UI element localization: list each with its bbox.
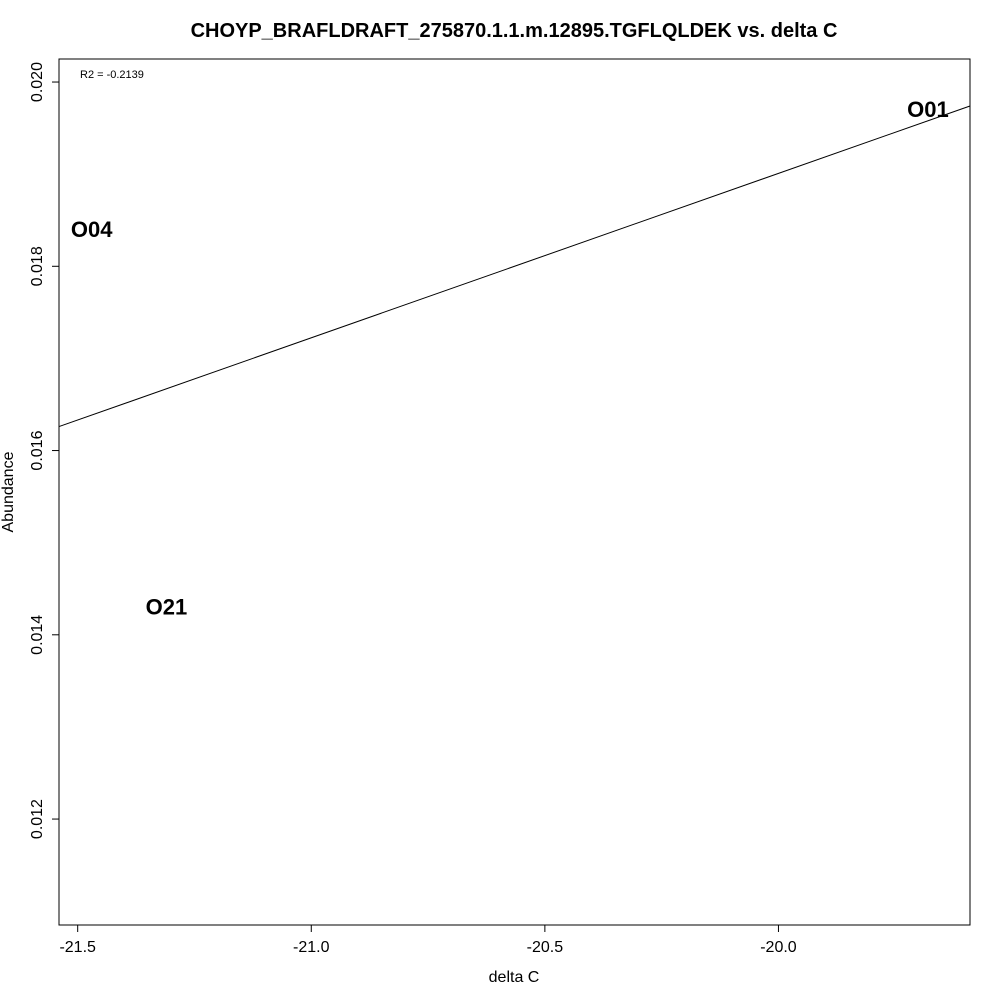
data-point-label: O04 (71, 217, 113, 242)
regression-line-layer (58, 105, 971, 428)
x-axis: -21.5 -21.0 -20.5 -20.0 (59, 924, 797, 956)
y-tick-label: 0.014 (29, 615, 46, 655)
y-tick-label: 0.018 (29, 246, 46, 286)
x-tick-label: -20.0 (760, 939, 797, 956)
x-tick-label: -21.0 (293, 939, 330, 956)
y-tick-label: 0.016 (29, 430, 46, 470)
x-tick-label: -21.5 (59, 939, 96, 956)
chart-title: CHOYP_BRAFLDRAFT_275870.1.1.m.12895.TGFL… (191, 20, 838, 42)
y-tick-label: 0.020 (29, 62, 46, 102)
y-axis-label: Abundance (0, 451, 17, 532)
r2-annotation: R2 = -0.2139 (80, 69, 144, 81)
x-axis-label: delta C (489, 969, 540, 986)
data-point-label: O01 (907, 97, 949, 122)
plot-frame (58, 58, 971, 926)
regression-line (58, 105, 971, 428)
data-point-label: O21 (146, 595, 188, 620)
data-points-layer: O01 O04 O21 (71, 97, 949, 619)
y-axis: 0.012 0.014 0.016 0.018 0.020 (29, 62, 60, 839)
y-tick-label: 0.012 (29, 799, 46, 839)
x-tick-label: -20.5 (527, 939, 564, 956)
